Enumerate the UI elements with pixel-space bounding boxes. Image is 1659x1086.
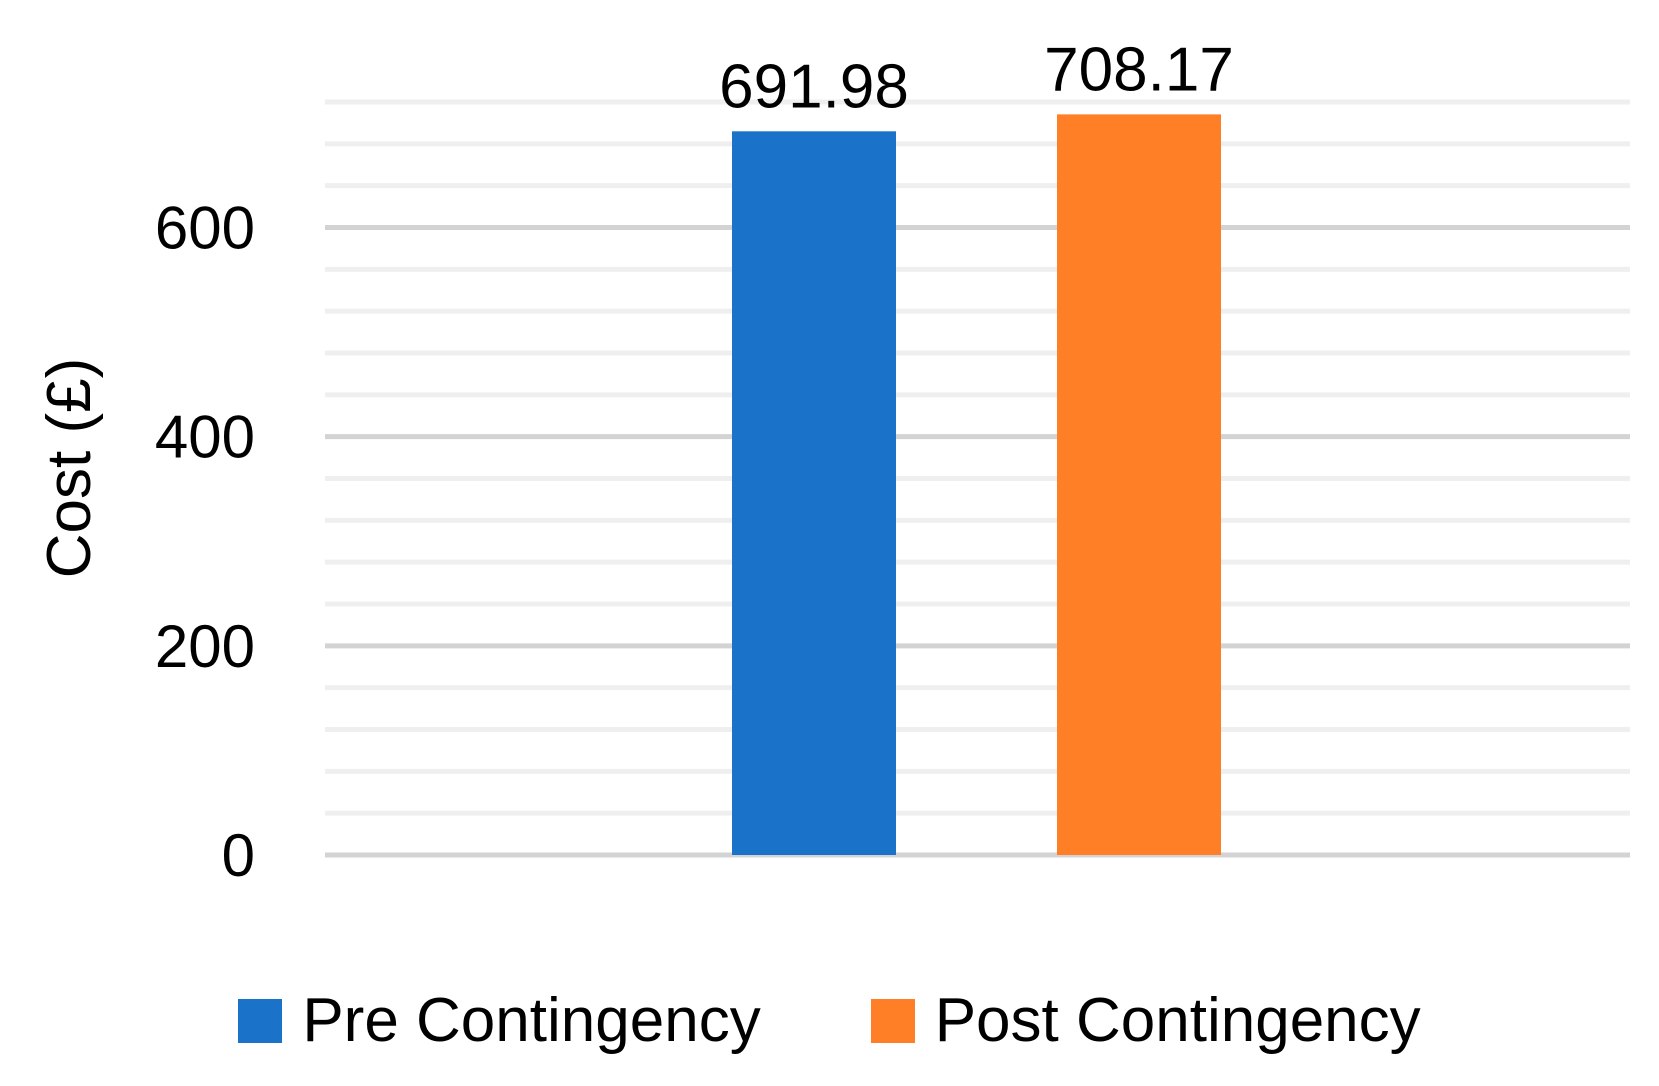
bar-pre-contingency [732, 131, 896, 855]
bar-post-contingency [1057, 114, 1221, 856]
legend-label-pre-contingency: Pre Contingency [302, 986, 761, 1055]
major-gridlines [325, 225, 1630, 858]
data-label-pre-contingency: 691.98 [719, 52, 909, 121]
bars [732, 114, 1221, 856]
legend-label-post-contingency: Post Contingency [934, 986, 1421, 1055]
legend: Pre Contingency Post Contingency [0, 990, 1659, 1052]
y-axis-label: Cost (£) [35, 358, 104, 578]
y-tick-label: 400 [155, 404, 255, 471]
y-tick-label: 0 [222, 822, 255, 889]
legend-item-pre-contingency[interactable]: Pre Contingency [238, 986, 761, 1055]
y-tick-label: 600 [155, 195, 255, 262]
legend-swatch-post-contingency [870, 999, 915, 1043]
y-axis-tick-labels: 0 200 400 600 [155, 195, 255, 890]
legend-swatch-pre-contingency [238, 999, 283, 1043]
minor-gridlines [325, 99, 1630, 816]
legend-item-post-contingency[interactable]: Post Contingency [870, 986, 1421, 1055]
data-label-post-contingency: 708.17 [1044, 35, 1234, 104]
data-labels: 691.98 708.17 [719, 35, 1234, 121]
y-tick-label: 200 [155, 613, 255, 680]
